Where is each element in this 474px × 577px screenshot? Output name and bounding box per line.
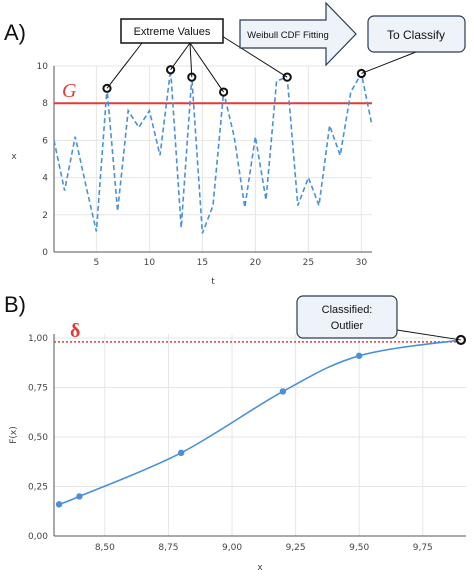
y-tick-b-0: 0,00 [28, 532, 48, 542]
x-tick-b-1: 8,75 [158, 543, 178, 553]
extreme-connector-0 [106, 42, 143, 89]
classified-outlier-box: Classified: Outlier [296, 295, 398, 339]
panel-b: B) δ 8,50 8,75 9,00 9,25 9,50 9,75 0,00 0,25 0,5… [4, 292, 467, 573]
y-tick-a-4: 8 [42, 99, 48, 109]
chart-b-xlabel: x [257, 563, 263, 573]
x-tick-a-2: 15 [197, 258, 208, 268]
chart-b-ticks: 8,50 8,75 9,00 9,25 9,50 9,75 0,00 0,25 0,50 0,75… [28, 334, 433, 553]
y-tick-b-3: 0,75 [28, 383, 48, 393]
x-tick-b-3: 9,25 [286, 543, 306, 553]
y-tick-b-1: 0,25 [28, 482, 48, 492]
y-tick-b-2: 0,50 [28, 433, 48, 443]
panel-a-label: A) [4, 20, 26, 45]
x-tick-a-4: 25 [303, 258, 314, 268]
extreme-values-box: Extreme Values [120, 18, 224, 44]
cdf-point-1 [76, 493, 83, 500]
threshold-label-g: G [62, 80, 77, 102]
extreme-connector-2 [189, 42, 193, 78]
chart-a-ylabel: x [11, 152, 17, 162]
x-tick-b-0: 8,50 [95, 543, 115, 553]
classified-text-line2: Outlier [331, 320, 364, 332]
to-classify-box: To Classify [367, 15, 466, 53]
to-classify-text: To Classify [387, 28, 445, 42]
extreme-connector-3 [189, 42, 225, 93]
series-b-curve [58, 339, 462, 506]
threshold-label-delta: δ [70, 320, 80, 342]
y-tick-a-3: 6 [42, 136, 48, 146]
cdf-point-3 [279, 388, 287, 395]
x-tick-b-4: 9,50 [349, 543, 369, 553]
outlier-connector [396, 329, 461, 341]
chart-a-axes [53, 66, 372, 253]
chart-b-ylabel: F(x) [9, 426, 19, 444]
extreme-connector-4 [221, 35, 288, 78]
series-a-line [53, 69, 373, 234]
chart-a-markers [102, 65, 366, 97]
extreme-connector-1 [170, 42, 191, 71]
x-tick-a-3: 20 [250, 258, 262, 268]
extreme-values-text: Extreme Values [134, 26, 211, 38]
y-tick-a-5: 10 [37, 62, 49, 72]
cdf-point-2 [177, 449, 185, 457]
y-tick-a-2: 4 [42, 174, 48, 184]
classify-connector [361, 51, 417, 74]
x-tick-b-5: 9,75 [413, 543, 433, 553]
x-tick-a-1: 10 [144, 258, 156, 268]
chart-a-xlabel: t [211, 277, 215, 287]
chart-a-ticks: 5 10 15 20 25 30 0 2 4 6 8 10 [37, 62, 368, 268]
chart-b-axes [53, 334, 466, 537]
classified-text-line1: Classified: [322, 304, 373, 316]
panel-b-label: B) [4, 292, 26, 317]
y-tick-a-0: 0 [42, 248, 48, 258]
cdf-point-0 [55, 501, 63, 508]
x-tick-a-0: 5 [94, 258, 100, 268]
y-tick-b-4: 1,00 [28, 334, 48, 344]
chart-b-grid [54, 334, 466, 537]
x-tick-a-5: 30 [356, 258, 368, 268]
cdf-point-4 [355, 352, 363, 359]
callout-connectors [106, 35, 417, 93]
panel-a: A) G 5 10 15 20 25 30 0 2 4 6 8 10 t x Extreme Valu… [4, 1, 466, 287]
x-tick-b-2: 9,00 [222, 543, 242, 553]
y-tick-a-1: 2 [42, 211, 48, 221]
weibull-arrow: Weibull CDF Fitting [239, 1, 357, 67]
weibull-fitting-text: Weibull CDF Fitting [247, 30, 329, 41]
